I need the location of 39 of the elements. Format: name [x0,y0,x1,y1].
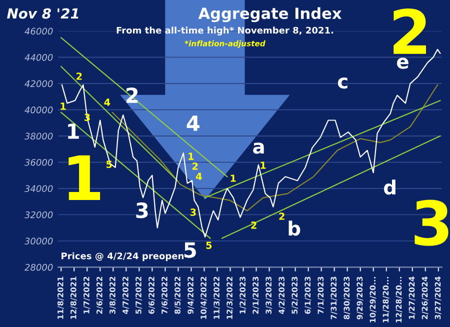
annotation: 2 [251,222,256,229]
annotation: 2 [192,162,198,170]
annotation: 2 [394,8,426,54]
y-tick-label: 40000 [24,106,53,114]
y-tick-label: 44000 [24,54,53,61]
annotation: 3 [190,208,196,216]
y-tick-label: 38000 [24,132,53,140]
annotation: 5 [206,242,212,249]
annotation: 1 [230,174,236,182]
y-tick-label: 28000 [24,264,53,271]
text: Nov 8 '21 [7,8,78,19]
y-tick-label: 32000 [24,211,53,218]
annotation: 1 [60,102,66,110]
annotation: c [338,77,348,89]
annotation: 2 [126,87,138,103]
annotation: 4 [186,116,200,131]
annotation: 2 [279,212,284,220]
annotation: 1 [260,162,266,169]
y-tick-label: 30000 [24,238,53,244]
annotation: 5 [184,242,196,258]
annotation: b [288,220,300,236]
annotation: 5 [106,160,112,168]
y-tick-label: 42000 [24,80,53,88]
chart-subtitle: From the all-time high* November 8, 2021. [116,26,334,36]
annotation: 3 [136,202,148,218]
y-tick-label: 34000 [24,185,53,192]
annotation: 2 [76,72,82,80]
annotation: d [384,180,396,195]
y-tick-label: 36000 [24,158,53,166]
annotation: Prices @ 4/2/24 preopen [62,252,184,262]
annotation: e [396,58,408,69]
annotation: 4 [104,98,110,106]
annotation: 1 [188,152,194,160]
y-tick-label: 46000 [24,28,53,35]
annotation: 1 [68,155,100,200]
annotation: 4 [196,172,202,180]
annotation: 1 [68,124,79,139]
annotation: 3 [414,200,448,246]
annotation: a [253,142,264,154]
